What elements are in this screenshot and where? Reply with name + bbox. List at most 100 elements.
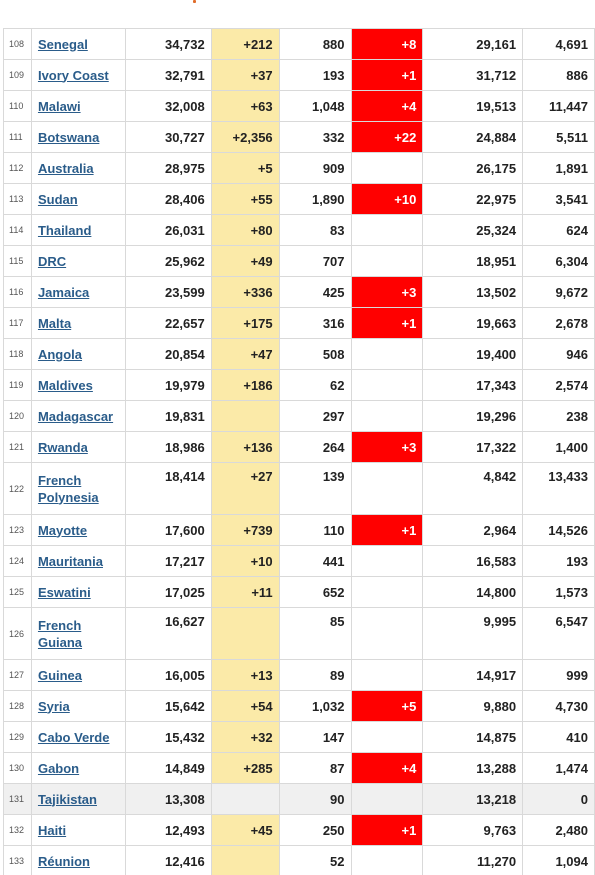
new-deaths-cell: [350, 245, 424, 277]
active-cases-value: 410: [566, 729, 588, 745]
country-link[interactable]: Angola: [37, 346, 83, 362]
country-link[interactable]: Jamaica: [37, 284, 90, 300]
rank-cell: 118: [3, 338, 32, 370]
rank-value: 110: [9, 101, 24, 111]
country-link[interactable]: Australia: [37, 160, 94, 176]
new-cases-value: +32: [250, 729, 273, 745]
table-row: 133 Réunion 12,416 52 11,270 1,094: [3, 845, 595, 875]
rank-value: 133: [9, 856, 25, 866]
new-deaths-cell: +8: [350, 28, 424, 60]
rank-value: 108: [9, 39, 25, 49]
country-link[interactable]: Sudan: [37, 191, 78, 207]
total-recovered-value: 17,343: [476, 377, 517, 393]
total-cases-cell: 17,025: [124, 576, 212, 608]
country-link[interactable]: Cabo Verde: [37, 729, 110, 745]
active-cases-value: 13,433: [548, 469, 588, 484]
total-recovered-cell: 14,875: [422, 721, 524, 753]
total-recovered-cell: 19,663: [422, 307, 524, 339]
country-link[interactable]: French Guiana: [37, 617, 83, 650]
active-cases-value: 2,678: [555, 315, 588, 331]
country-link[interactable]: Rwanda: [37, 439, 88, 455]
country-link[interactable]: Mauritania: [37, 553, 103, 569]
country-link[interactable]: Tajikistan: [37, 791, 97, 807]
new-deaths-cell: [350, 152, 424, 184]
country-link[interactable]: Guinea: [37, 667, 83, 683]
country-link[interactable]: Maldives: [37, 377, 93, 393]
active-cases-cell: 624: [522, 214, 595, 246]
new-deaths-cell: +22: [350, 121, 424, 153]
active-cases-value: 9,672: [555, 284, 588, 300]
new-deaths-value: +4: [401, 760, 417, 776]
total-deaths-value: 297: [322, 408, 345, 424]
covid-stats-table: 108 Senegal 34,732 +212 880 +8 29,161 4,691 109 I…: [3, 28, 595, 875]
new-deaths-value: +3: [401, 284, 417, 300]
country-cell: Maldives: [30, 369, 126, 401]
country-link[interactable]: Senegal: [37, 36, 88, 52]
country-link[interactable]: Ivory Coast: [37, 67, 109, 83]
rank-value: 122: [9, 483, 25, 494]
table-row: 122 French Polynesia 18,414 +27 139 4,842 13,4…: [3, 462, 595, 515]
new-deaths-cell: [350, 462, 424, 515]
country-link[interactable]: Malta: [37, 315, 72, 331]
rank-value: 126: [9, 628, 25, 639]
country-cell: Australia: [30, 152, 126, 184]
rank-cell: 123: [3, 514, 32, 546]
total-cases-value: 14,849: [164, 760, 205, 776]
rank-cell: 128: [3, 690, 32, 722]
country-link[interactable]: Thailand: [37, 222, 92, 238]
total-recovered-cell: 19,513: [422, 90, 524, 122]
total-deaths-value: 87: [330, 760, 345, 776]
new-deaths-value: +1: [401, 822, 417, 838]
country-link[interactable]: Malawi: [37, 98, 81, 114]
total-cases-value: 25,962: [164, 253, 205, 269]
total-cases-cell: 15,432: [124, 721, 212, 753]
new-cases-cell: +10: [210, 545, 280, 577]
table-row: 127 Guinea 16,005 +13 89 14,917 999: [3, 659, 595, 691]
total-cases-value: 19,831: [164, 408, 205, 424]
active-cases-cell: 13,433: [522, 462, 595, 515]
new-cases-value: +175: [243, 315, 273, 331]
country-link[interactable]: Eswatini: [37, 584, 91, 600]
total-cases-cell: 30,727: [124, 121, 212, 153]
country-cell: Ivory Coast: [30, 59, 126, 91]
new-cases-value: +186: [243, 377, 273, 393]
rank-cell: 126: [3, 607, 32, 660]
country-link[interactable]: DRC: [37, 253, 67, 269]
new-deaths-cell: +5: [350, 690, 424, 722]
new-deaths-cell: +4: [350, 752, 424, 784]
table-row: 117 Malta 22,657 +175 316 +1 19,663 2,678: [3, 307, 595, 339]
country-link[interactable]: French Polynesia: [37, 472, 99, 505]
country-link[interactable]: Haiti: [37, 822, 67, 838]
total-cases-value: 13,308: [164, 791, 205, 807]
new-deaths-cell: [350, 783, 424, 815]
new-deaths-cell: +1: [350, 814, 424, 846]
rank-cell: 116: [3, 276, 32, 308]
country-link[interactable]: Syria: [37, 698, 70, 714]
new-deaths-cell: [350, 845, 424, 875]
active-cases-value: 11,447: [548, 98, 588, 114]
total-recovered-value: 9,763: [483, 822, 517, 838]
new-deaths-value: +1: [401, 315, 417, 331]
total-deaths-value: 90: [330, 791, 345, 807]
rank-value: 111: [9, 132, 23, 142]
total-recovered-value: 11,270: [477, 853, 517, 869]
total-deaths-value: 62: [330, 377, 345, 393]
new-cases-cell: +136: [210, 431, 280, 463]
country-cell: French Polynesia: [30, 462, 126, 515]
total-recovered-value: 13,502: [476, 284, 517, 300]
new-cases-cell: +55: [210, 183, 280, 215]
rank-cell: 121: [3, 431, 32, 463]
country-link[interactable]: Réunion: [37, 853, 90, 869]
total-recovered-value: 2,964: [483, 522, 517, 538]
country-link[interactable]: Mayotte: [37, 522, 88, 538]
country-link[interactable]: Madagascar: [37, 408, 114, 424]
country-link[interactable]: Gabon: [37, 760, 80, 776]
country-link[interactable]: Botswana: [37, 129, 100, 145]
new-deaths-cell: +10: [350, 183, 424, 215]
active-cases-cell: 238: [522, 400, 595, 432]
rank-cell: 110: [3, 90, 32, 122]
rank-value: 131: [9, 794, 25, 804]
new-deaths-cell: [350, 659, 424, 691]
new-cases-value: +2,356: [232, 129, 273, 145]
